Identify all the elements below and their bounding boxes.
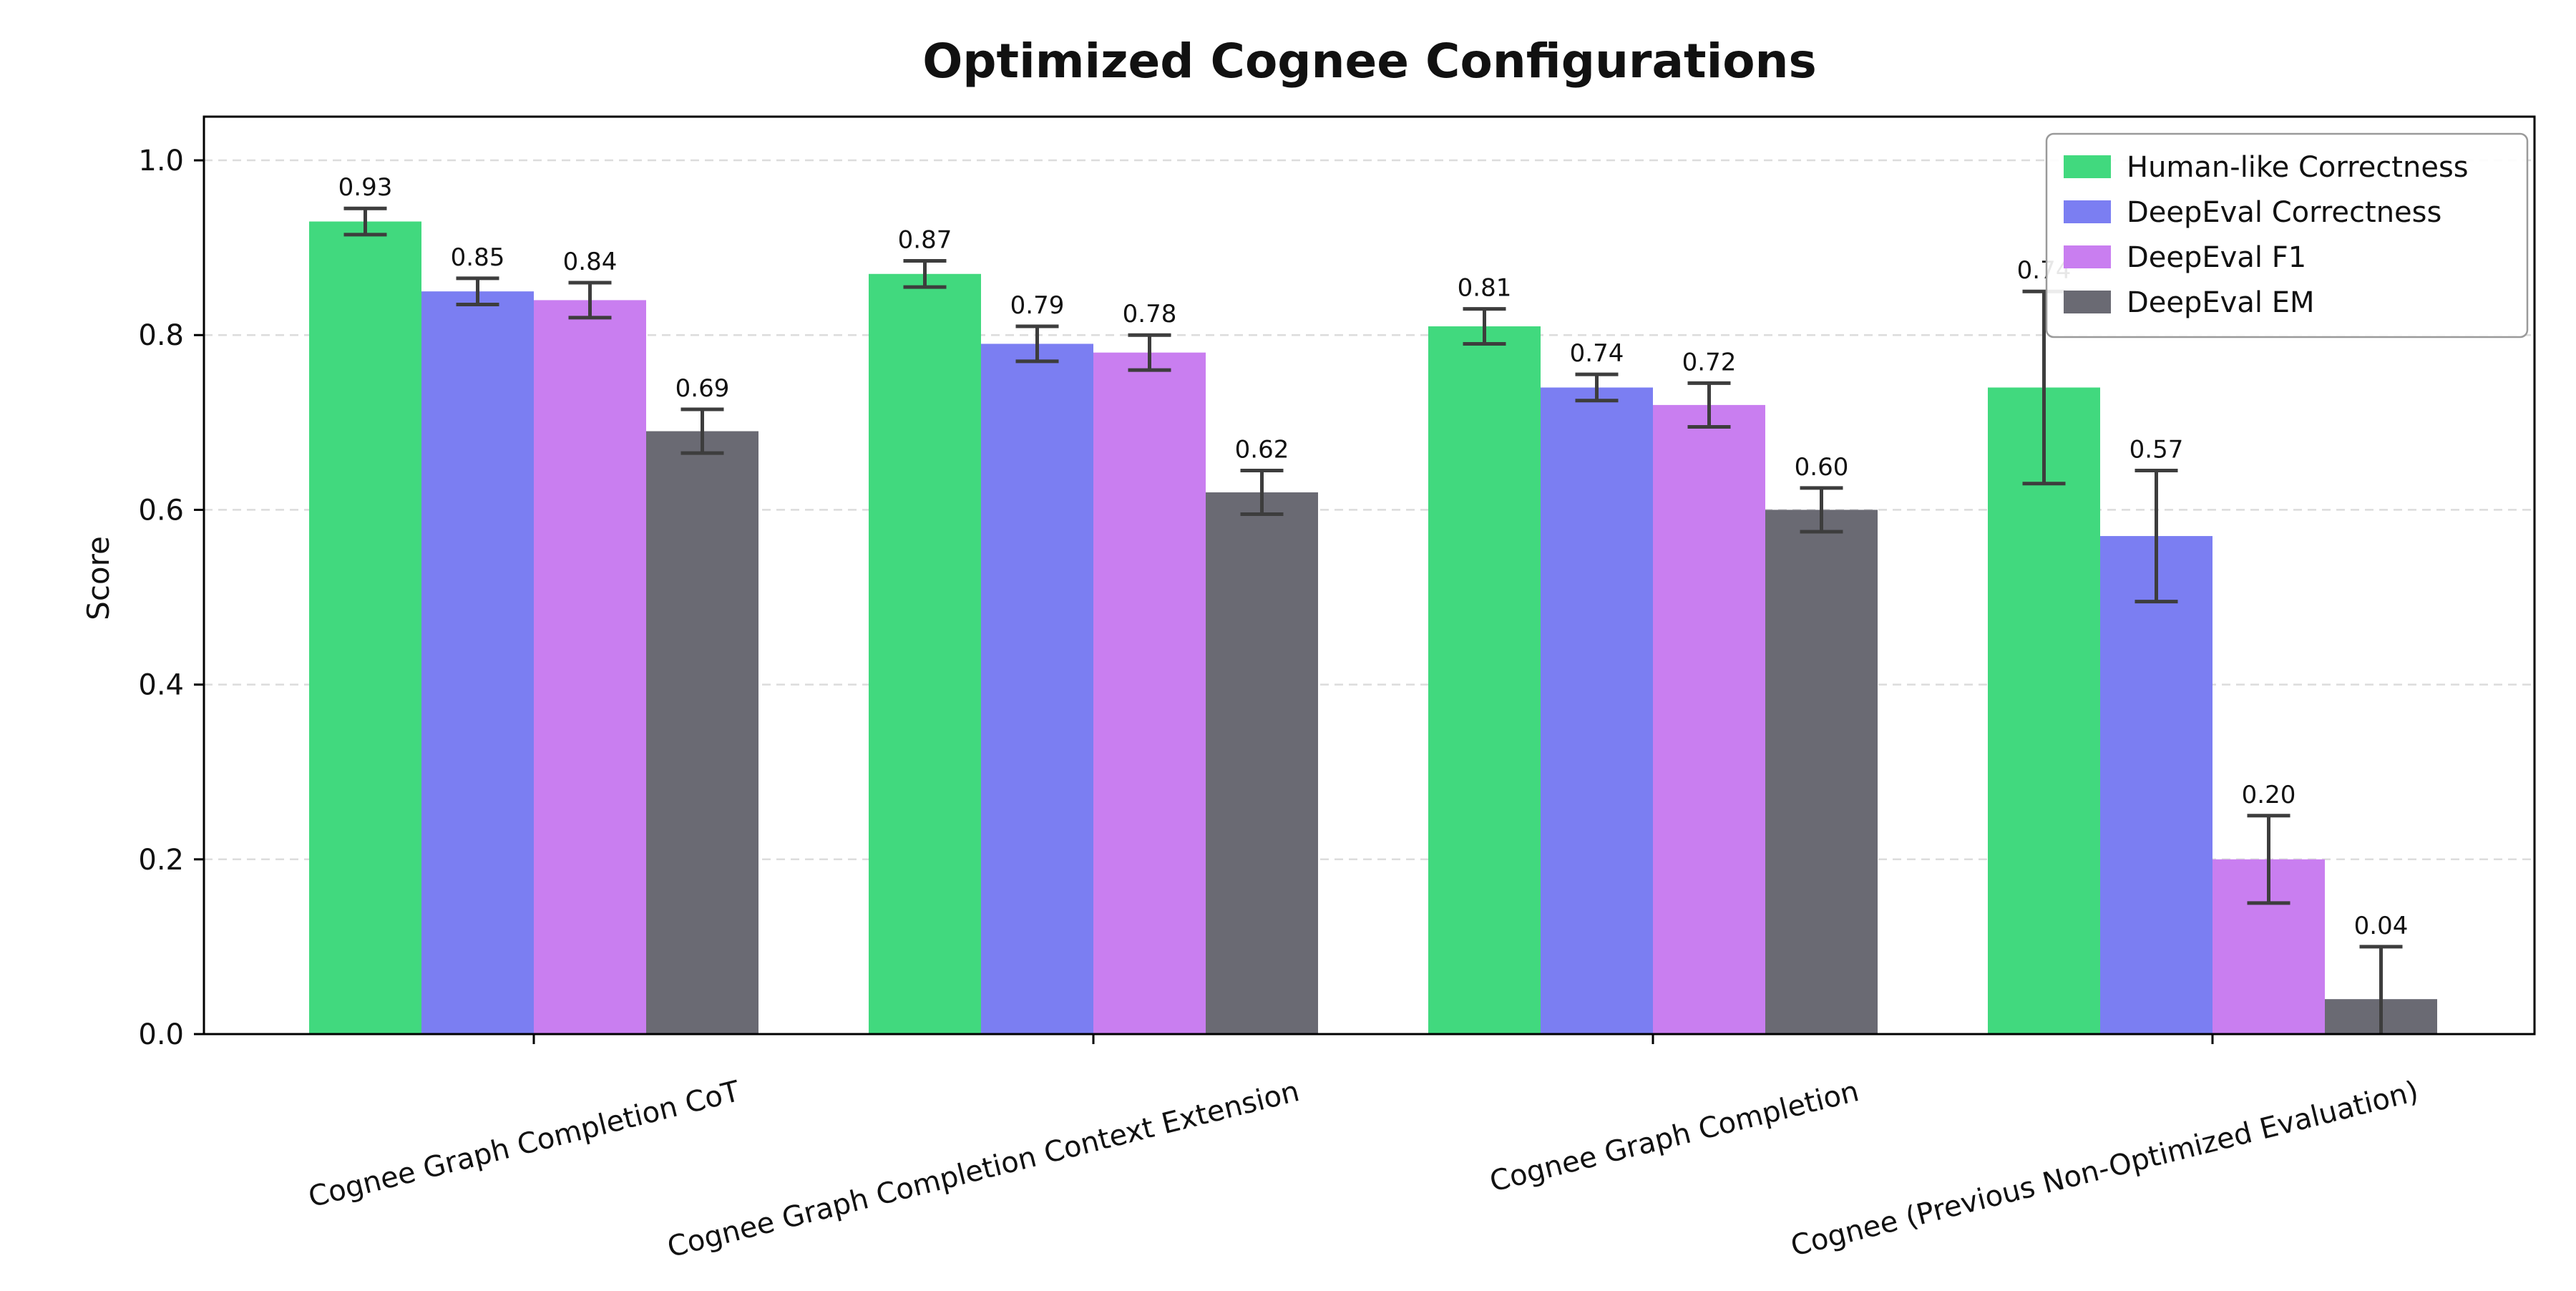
bar-value-label: 0.74 <box>1570 339 1624 368</box>
legend-box <box>2045 132 2529 338</box>
y-tick-label: 0.2 <box>138 844 184 877</box>
bar-value-label: 0.87 <box>898 225 952 254</box>
y-tick-label: 0.0 <box>138 1018 184 1051</box>
axes-border <box>203 115 2536 1036</box>
x-tick-label: Cognee Graph Completion <box>1486 1075 1862 1199</box>
bar-value-label: 0.62 <box>1235 435 1289 464</box>
bar <box>1988 387 2100 1034</box>
legend: Human-like Correctness DeepEval Correctne… <box>2045 132 2529 338</box>
x-tick-label: Cognee (Previous Non-Optimized Evaluatio… <box>1787 1075 2421 1263</box>
y-axis-label: Score <box>81 536 116 620</box>
bar <box>1653 404 1765 1034</box>
bar-value-label: 0.04 <box>2354 912 2409 940</box>
bar-value-label: 0.81 <box>1458 274 1512 303</box>
legend-swatch <box>2064 155 2111 178</box>
bar-value-label: 0.84 <box>563 248 618 276</box>
bar <box>1206 492 1318 1034</box>
bar-value-label: 0.69 <box>675 374 730 403</box>
legend-label: Human-like Correctness <box>2127 151 2469 184</box>
legend-label: DeepEval F1 <box>2127 241 2306 274</box>
x-tick-label: Cognee Graph Completion Context Extensio… <box>664 1075 1302 1264</box>
legend-label: DeepEval Correctness <box>2127 196 2441 229</box>
bar-value-label: 0.78 <box>1123 300 1177 328</box>
legend-swatch <box>2064 200 2111 223</box>
bar <box>1765 510 1878 1034</box>
bar-value-label: 0.79 <box>1010 291 1065 320</box>
bar-value-label: 0.20 <box>2242 781 2296 809</box>
chart-title: Optimized Cognee Configurations <box>922 34 1817 89</box>
bar-value-label: 0.72 <box>1682 348 1737 376</box>
bar-value-label: 0.57 <box>2129 435 2184 464</box>
bar <box>1093 352 1206 1034</box>
bar <box>534 300 646 1034</box>
x-tick-label: Cognee Graph Completion CoT <box>306 1075 743 1214</box>
bar-value-label: 0.93 <box>338 173 393 202</box>
y-tick-label: 0.4 <box>138 669 184 702</box>
bar-value-label: 0.60 <box>1795 453 1849 482</box>
legend-swatch <box>2064 245 2111 268</box>
bar <box>309 221 421 1034</box>
y-tick-label: 0.6 <box>138 494 184 527</box>
bar <box>1428 326 1541 1034</box>
plot-area: 0.930.870.810.740.850.790.740.570.840.78… <box>138 115 2536 1264</box>
bar <box>869 273 981 1034</box>
legend-label: DeepEval EM <box>2127 286 2314 319</box>
y-tick-label: 0.8 <box>138 319 184 352</box>
bar <box>1541 387 1653 1034</box>
bar <box>646 431 758 1034</box>
bar <box>981 344 1093 1034</box>
y-tick-label: 1.0 <box>138 145 184 177</box>
bars-group <box>309 206 2437 1034</box>
bar-value-label: 0.85 <box>451 243 505 272</box>
bar <box>421 291 534 1034</box>
bar <box>2100 536 2212 1034</box>
legend-swatch <box>2064 291 2111 313</box>
